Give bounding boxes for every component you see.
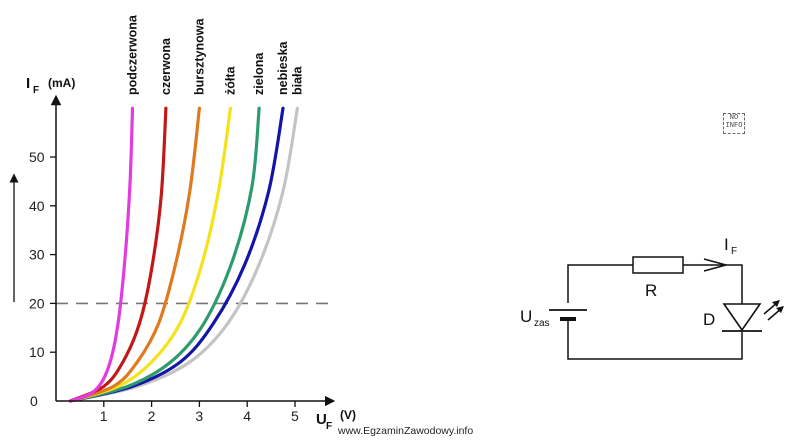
emission-head-1 bbox=[772, 300, 780, 307]
diode-symbol bbox=[722, 303, 762, 332]
watermark: www.EgzaminZawodowy.info bbox=[338, 425, 474, 437]
diode-label: D bbox=[703, 310, 715, 329]
emission-head-2 bbox=[776, 306, 784, 313]
supply-label: U bbox=[520, 307, 532, 326]
series-label: zielona bbox=[252, 52, 266, 95]
y-tick-label: 50 bbox=[29, 149, 45, 165]
series-line-zielona bbox=[68, 106, 261, 403]
x-tick-label: 2 bbox=[148, 408, 156, 424]
noinfo-placeholder-icon: NO INFO bbox=[723, 113, 745, 134]
x-tick-label: 3 bbox=[195, 408, 203, 424]
series-line-żółta bbox=[68, 106, 233, 403]
resistor-symbol bbox=[632, 256, 684, 274]
wire-top-right bbox=[683, 264, 743, 304]
y-axis-subscript: F bbox=[33, 85, 39, 96]
series-line-bursztynowa bbox=[68, 106, 201, 403]
series-label: żółta bbox=[223, 65, 237, 95]
y-tick-label: 40 bbox=[29, 198, 45, 214]
series-line-czerwona bbox=[68, 106, 168, 403]
y-axis-unit: (mA) bbox=[48, 76, 75, 90]
y-axis-name: I bbox=[26, 75, 30, 92]
x-tick-label: 5 bbox=[291, 408, 299, 424]
supply-subscript: zas bbox=[534, 318, 550, 329]
series-label: biała bbox=[290, 65, 304, 95]
resistor-label: R bbox=[645, 281, 657, 300]
x-tick-label: 4 bbox=[243, 408, 251, 424]
x-axis-name: U bbox=[316, 411, 327, 428]
current-label: I bbox=[724, 235, 729, 254]
current-subscript: F bbox=[731, 246, 737, 257]
series-label: podczerwona bbox=[125, 14, 139, 95]
current-arrow bbox=[703, 258, 729, 272]
y-tick-label: 30 bbox=[29, 247, 45, 263]
wire-top-left bbox=[567, 264, 633, 303]
series-line-podczerwona bbox=[68, 106, 135, 403]
y-tick-label: 20 bbox=[29, 295, 45, 311]
series-label: czerwona bbox=[159, 37, 173, 95]
series-line-biała bbox=[68, 106, 299, 403]
series-label: bursztynowa bbox=[192, 18, 206, 95]
series-label: nebieska bbox=[276, 40, 290, 95]
origin-tick-label: 0 bbox=[30, 393, 38, 409]
wire-bottom bbox=[567, 319, 743, 360]
series-line-nebieska bbox=[68, 106, 285, 403]
y-tick-label: 10 bbox=[29, 344, 45, 360]
x-axis-subscript: F bbox=[326, 421, 332, 432]
x-tick-label: 1 bbox=[100, 408, 108, 424]
x-axis-unit: (V) bbox=[340, 408, 356, 422]
